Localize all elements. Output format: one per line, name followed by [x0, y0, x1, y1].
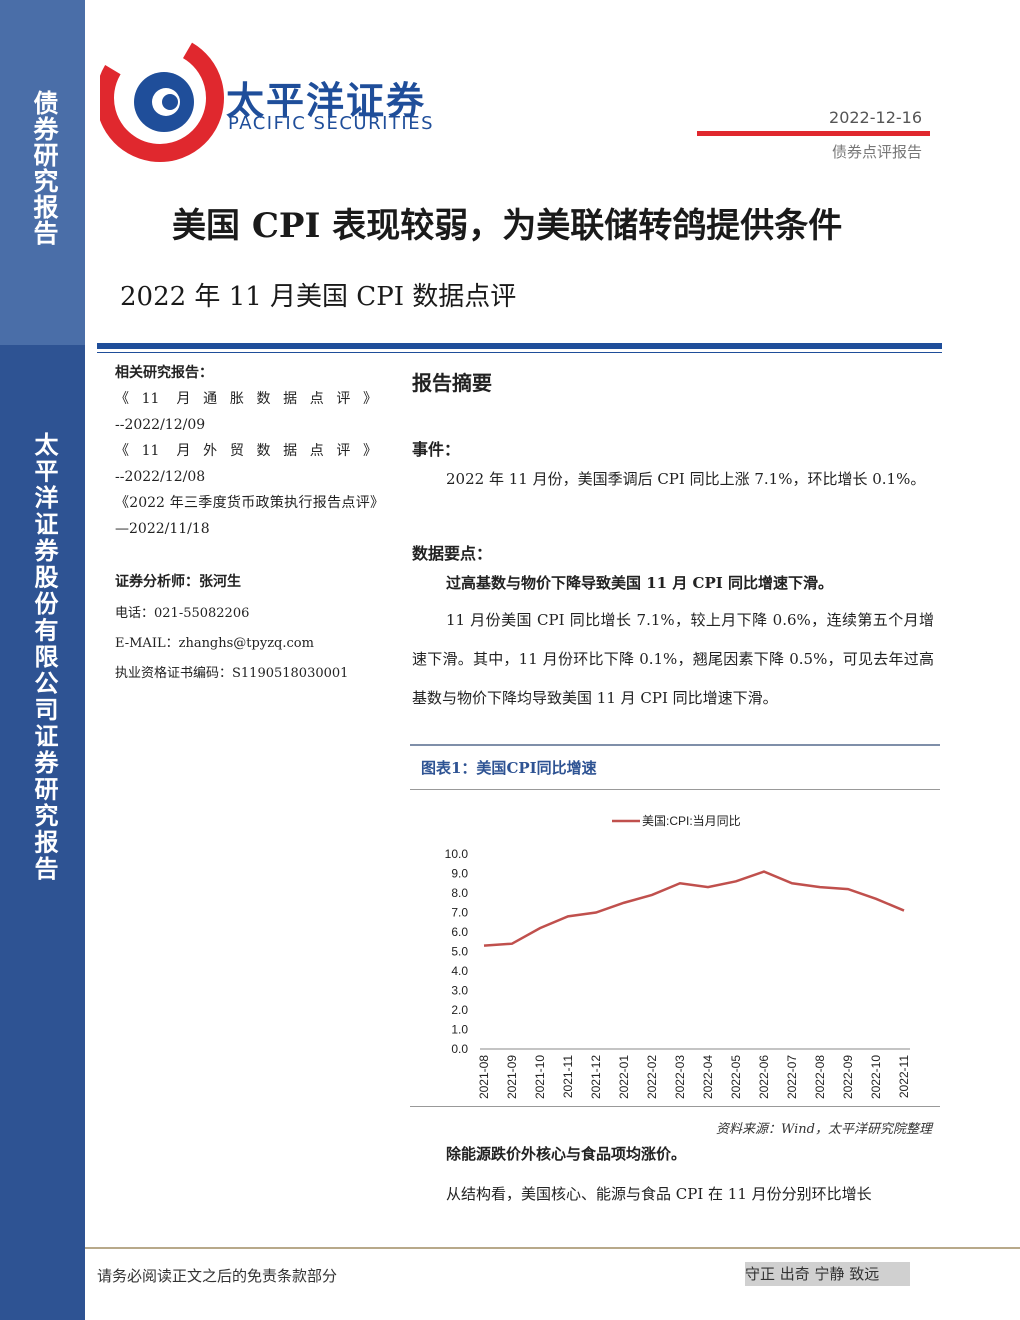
- x-tick-label: 2022-04: [701, 1055, 715, 1099]
- footer-rule: [85, 1247, 1020, 1249]
- paragraph: 11 月份美国 CPI 同比增长 7.1%，较上月下降 0.6%，连续第五个月增…: [412, 611, 934, 707]
- figure-rule: [410, 1106, 940, 1107]
- source: 资料来源：Wind，太平洋研究院整理: [716, 1122, 932, 1137]
- legend-label: 美国:CPI:当月同比: [642, 814, 741, 828]
- disclaimer: 请务必阅读正文之后的免责条款部分: [97, 1267, 338, 1285]
- points-heading: 数据要点：: [412, 544, 493, 563]
- y-tick-label: 1.0: [451, 1023, 468, 1037]
- related-list: 《11 月通胀数据点评》 --2022/12/09 《11 月外贸数据点评》 -…: [115, 386, 377, 542]
- figure-title: 图表1：美国CPI同比增速: [421, 759, 597, 777]
- y-tick-label: 6.0: [451, 925, 468, 939]
- logo-cn: 太平洋证券: [226, 79, 427, 123]
- logo-mark: [100, 34, 224, 162]
- x-tick-label: 2022-11: [897, 1055, 911, 1098]
- related-date: --2022/12/09: [115, 417, 206, 433]
- figure-rule: [410, 744, 940, 746]
- analyst: 证券分析师：张河生: [115, 574, 241, 590]
- blue-rule: [97, 343, 942, 349]
- red-rule: [697, 131, 930, 136]
- email: E-MAIL：zhanghs@tpyzq.com: [115, 636, 314, 651]
- thin-rule: [97, 352, 942, 353]
- related-heading: 相关研究报告：: [115, 365, 213, 381]
- y-tick-label: 5.0: [451, 945, 468, 959]
- related-title: 《11 月外贸数据点评》: [115, 443, 377, 459]
- sidebar-bottom: [0, 345, 85, 1320]
- y-tick-label: 8.0: [451, 886, 468, 900]
- line: [483, 870, 905, 947]
- sidebar-label: 太平洋证券股份有限公司证券研究报告: [30, 432, 58, 883]
- x-tick-label: 2021-11: [561, 1055, 575, 1098]
- event-heading: 事件：: [412, 440, 461, 459]
- x-tick-label: 2022-02: [645, 1055, 659, 1099]
- sidebar-label: 债券研究报告: [30, 90, 59, 246]
- related-title: 《11 月通胀数据点评》: [115, 391, 377, 407]
- x-tick-label: 2022-10: [869, 1055, 883, 1099]
- title: 美国 CPI 表现较弱，为美联储转鸽提供条件: [172, 206, 843, 246]
- y-tick-label: 0.0: [451, 1042, 468, 1056]
- x-tick-label: 2021-12: [589, 1055, 603, 1099]
- license: 执业资格证书编码：S1190518030001: [115, 666, 349, 681]
- y-tick-label: 3.0: [451, 984, 468, 998]
- date: 2022-12-16: [829, 108, 922, 127]
- related-title: 《2022 年三季度货币政策执行报告点评》—2022/11/18: [115, 495, 377, 537]
- summary-heading: 报告摘要: [412, 371, 492, 395]
- x-tick-label: 2022-03: [673, 1055, 687, 1099]
- motto: 守正 出奇 宁静 致远: [745, 1262, 910, 1286]
- x-tick-label: 2022-08: [813, 1055, 827, 1099]
- y-tick-label: 2.0: [451, 1003, 468, 1017]
- event-text: 2022 年 11 月份，美国季调后 CPI 同比上涨 7.1%，环比增长 0.…: [446, 470, 926, 488]
- x-tick-label: 2022-05: [729, 1055, 743, 1099]
- y-tick-label: 10.0: [445, 847, 469, 861]
- paragraph: 从结构看，美国核心、能源与食品 CPI 在 11 月份分别环比增长: [446, 1185, 872, 1203]
- y-tick-label: 4.0: [451, 964, 468, 978]
- sidebar-top: [0, 0, 85, 345]
- chart: 0.0 1.0 2.0 3.0 4.0 5.0 6.0 7.0 8.0 9.0 10.0 2021-0…: [445, 814, 911, 1099]
- logo-en: PACIFIC SECURITIES: [228, 113, 434, 134]
- x-tick-label: 2021-08: [477, 1055, 491, 1099]
- figure-rule: [410, 789, 940, 790]
- report-type: 债券点评报告: [831, 143, 922, 161]
- x-tick-label: 2022-06: [757, 1055, 771, 1099]
- x-tick-label: 2021-09: [505, 1055, 519, 1099]
- point-heading: 除能源跌价外核心与食品项均涨价。: [446, 1145, 687, 1163]
- phone: 电话：021-55082206: [115, 606, 250, 621]
- x-tick-label: 2022-09: [841, 1055, 855, 1099]
- x-tick-label: 2022-07: [785, 1055, 799, 1099]
- subtitle: 2022 年 11 月美国 CPI 数据点评: [120, 282, 517, 312]
- y-tick-label: 9.0: [451, 867, 468, 881]
- x-tick-label: 2022-01: [617, 1055, 631, 1099]
- related-date: --2022/12/08: [115, 469, 206, 485]
- y-tick-label: 7.0: [451, 906, 468, 920]
- point-heading: 过高基数与物价下降导致美国 11 月 CPI 同比增速下滑。: [446, 574, 833, 592]
- x-tick-label: 2021-10: [533, 1055, 547, 1099]
